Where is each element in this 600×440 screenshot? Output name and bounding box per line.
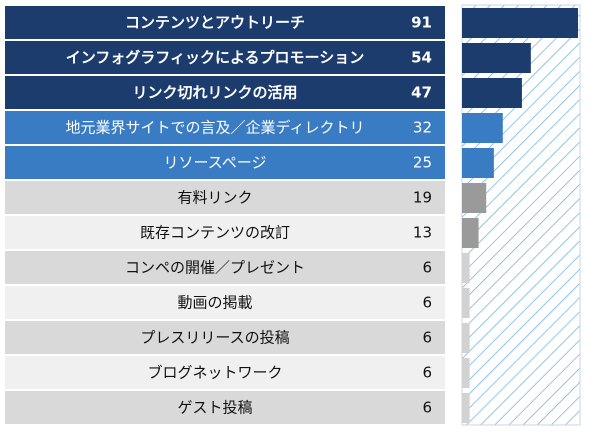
value-label: 25 (413, 154, 432, 172)
bar (462, 288, 470, 318)
rows: コンテンツとアウトリーチ 91 インフォグラフィックによるプロモーション 54 リンク切… (5, 6, 578, 424)
bar (462, 148, 494, 178)
value-label: 6 (422, 294, 432, 312)
bar (462, 358, 470, 388)
row-background (5, 286, 445, 319)
row-background (5, 6, 445, 39)
value-label: 54 (411, 49, 432, 67)
value-label: 6 (422, 364, 432, 382)
bar (462, 393, 470, 423)
category-label: コンテンツとアウトリーチ (125, 14, 305, 32)
bar (462, 8, 578, 38)
value-label: 6 (422, 399, 432, 417)
row-background (5, 356, 445, 389)
value-label: 91 (411, 14, 432, 32)
value-label: 13 (413, 224, 432, 242)
row-background (5, 146, 445, 179)
bar (462, 113, 503, 143)
plot-background (461, 4, 581, 426)
bar (462, 253, 470, 283)
row-background (5, 251, 445, 284)
value-label: 47 (411, 84, 432, 102)
row-background (5, 41, 445, 74)
value-label: 6 (422, 259, 432, 277)
row-background (5, 216, 445, 249)
row-background (5, 76, 445, 109)
category-label: ブログネットワーク (147, 364, 282, 382)
bar (462, 78, 522, 108)
category-label: 地元業界サイトでの言及／企業ディレクトリ (66, 119, 365, 137)
row-background (5, 111, 445, 144)
category-label: コンペの開催／プレゼント (125, 259, 305, 277)
row-background (5, 391, 445, 424)
category-label: リソースページ (164, 154, 267, 172)
category-label: 動画の掲載 (177, 294, 252, 312)
value-label: 6 (422, 329, 432, 347)
bar (462, 323, 470, 353)
category-label: ゲスト投稿 (177, 399, 252, 417)
category-label: 既存コンテンツの改訂 (140, 224, 290, 242)
category-label: リンク切れリンクの活用 (132, 84, 297, 102)
value-label: 32 (413, 119, 432, 137)
row-background (5, 321, 445, 354)
bar (462, 183, 487, 213)
category-label: 有料リンク (177, 189, 252, 207)
bar (462, 43, 531, 73)
category-label: プレスリリースの投稿 (140, 329, 289, 347)
value-label: 19 (413, 189, 432, 207)
bar (462, 218, 479, 248)
row-background (5, 181, 445, 214)
category-label: インフォグラフィックによるプロモーション (66, 49, 365, 67)
